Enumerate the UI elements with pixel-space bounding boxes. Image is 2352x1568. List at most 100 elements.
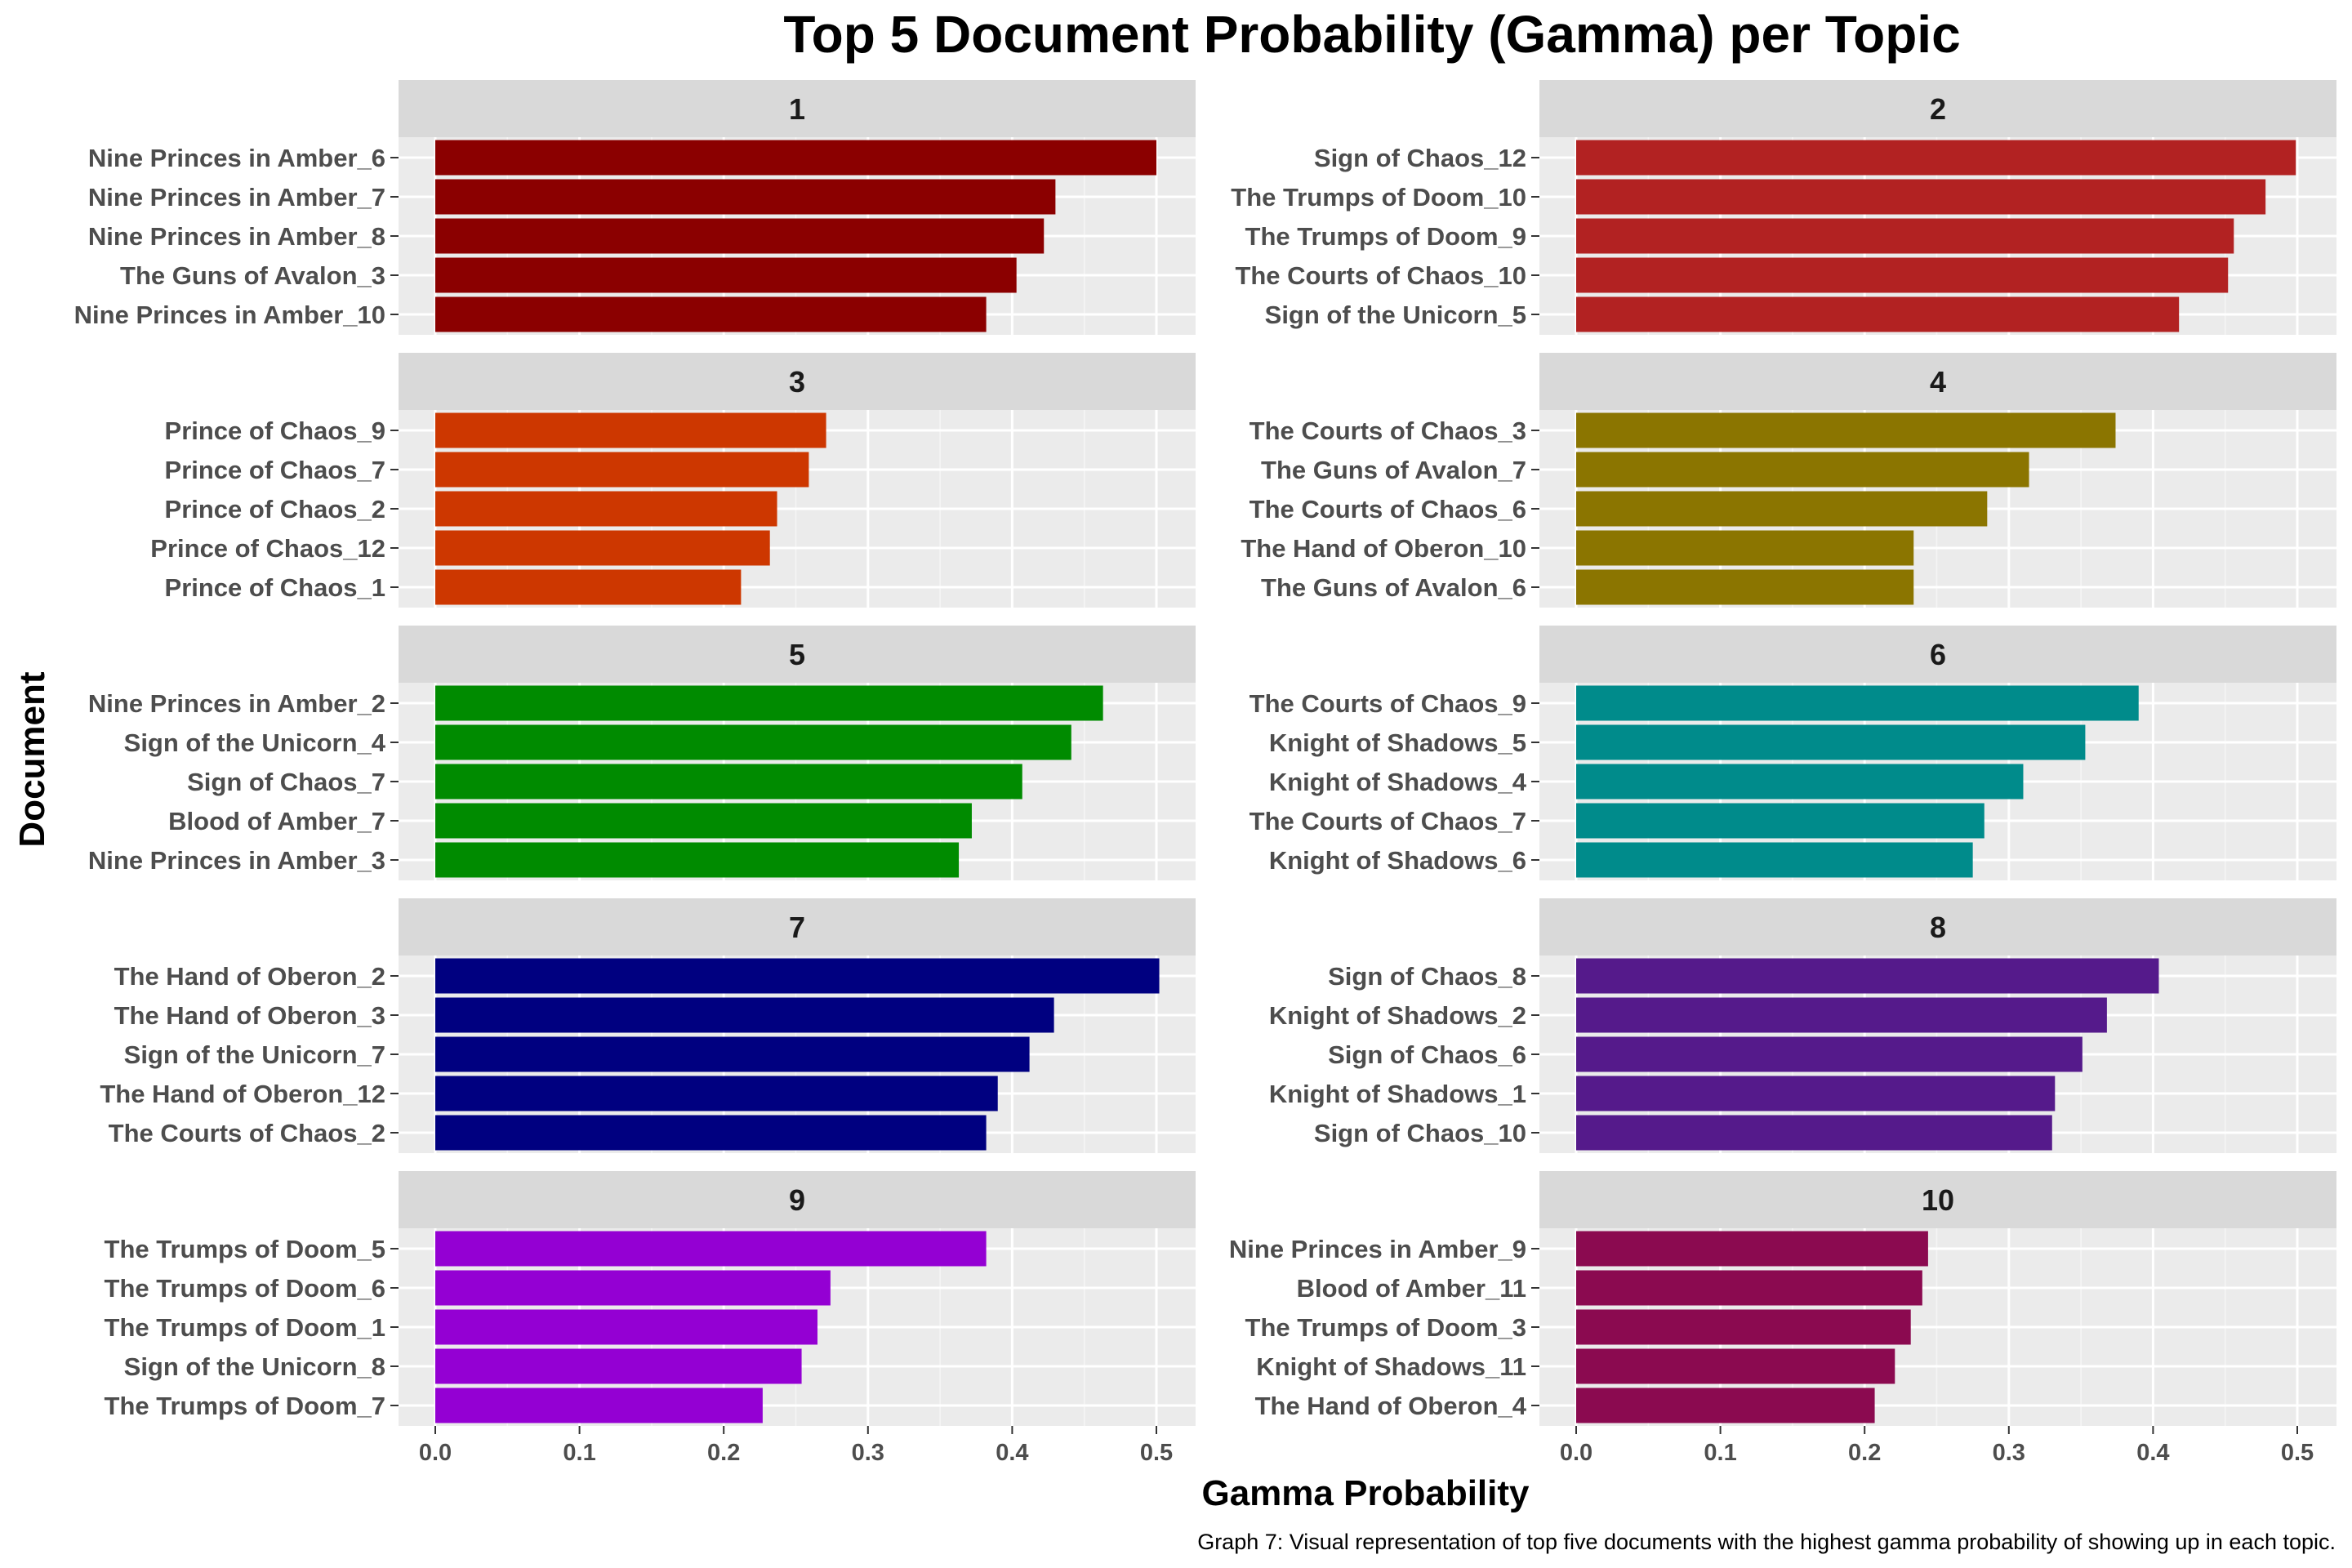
category-label: Prince of Chaos_9 [165, 416, 385, 445]
category-label: Sign of the Unicorn_7 [124, 1040, 385, 1069]
category-label: The Trumps of Doom_9 [1245, 222, 1526, 251]
facet-strip-label: 9 [789, 1183, 805, 1217]
category-label: Prince of Chaos_12 [150, 534, 385, 563]
x-tick-label: 0.2 [707, 1440, 740, 1466]
bar [435, 842, 960, 878]
category-label: The Guns of Avalon_7 [1261, 456, 1526, 484]
bar [1576, 1309, 1911, 1345]
category-label: Sign of Chaos_12 [1314, 144, 1526, 172]
bar [435, 140, 1156, 176]
bar [1576, 842, 1973, 878]
bar [1576, 491, 1988, 527]
category-label: The Hand of Oberon_2 [114, 962, 385, 991]
category-label: Knight of Shadows_5 [1269, 728, 1526, 757]
x-tick-label: 0.5 [1140, 1440, 1173, 1466]
facet-panel-10: 10 Nine Princes in Amber_9 Blood of Amber_… [1229, 1171, 2336, 1466]
bar [1576, 764, 2024, 800]
facet-strip-label: 2 [1930, 92, 1946, 126]
category-label: Knight of Shadows_1 [1269, 1080, 1526, 1108]
bar [435, 569, 742, 605]
bar [1576, 1388, 1875, 1423]
facet-panel-1: 1 Nine Princes in Amber_6 Nine Princes in … [74, 80, 1196, 335]
bar [1576, 1231, 1928, 1267]
bar [435, 1309, 817, 1345]
category-label: Sign of the Unicorn_5 [1265, 301, 1526, 329]
bar [435, 491, 777, 527]
category-label: Nine Princes in Amber_8 [88, 222, 385, 251]
facet-strip-label: 4 [1930, 365, 1946, 399]
bar [435, 1115, 987, 1151]
facet-strip-label: 3 [789, 365, 805, 399]
category-label: Knight of Shadows_2 [1269, 1001, 1526, 1030]
bar [435, 179, 1056, 215]
facet-strip [1539, 626, 2336, 683]
chart-title: Top 5 Document Probability (Gamma) per T… [783, 5, 1960, 64]
category-label: The Courts of Chaos_9 [1250, 689, 1526, 718]
category-label: Knight of Shadows_4 [1269, 768, 1527, 796]
category-label: The Trumps of Doom_6 [105, 1274, 385, 1303]
category-label: The Courts of Chaos_10 [1235, 261, 1526, 290]
bar [1576, 685, 2139, 721]
x-tick-label: 0.2 [1848, 1440, 1881, 1466]
x-tick-label: 0.3 [852, 1440, 884, 1466]
bar [1576, 452, 2029, 488]
bar [1576, 218, 2234, 254]
bar [435, 1348, 802, 1384]
x-tick-label: 0.4 [996, 1440, 1028, 1466]
facet-strip-label: 5 [789, 638, 805, 671]
category-label: The Trumps of Doom_7 [105, 1392, 385, 1420]
category-label: Nine Princes in Amber_2 [88, 689, 385, 718]
y-axis-title: Document [12, 671, 52, 847]
facet-panel-8: 8 Sign of Chaos_8 Knight of Shadows_2 Sign … [1269, 898, 2336, 1153]
category-label: Prince of Chaos_7 [165, 456, 385, 484]
bar [435, 685, 1103, 721]
facet-strip [399, 80, 1196, 137]
bar [1576, 724, 2086, 760]
facet-strip [1539, 1171, 2336, 1228]
bar [435, 803, 972, 839]
category-label: The Courts of Chaos_3 [1250, 416, 1526, 445]
category-label: Nine Princes in Amber_9 [1229, 1235, 1526, 1263]
facet-strip [399, 626, 1196, 683]
category-label: The Trumps of Doom_10 [1231, 183, 1526, 212]
bar [1576, 412, 2116, 448]
x-tick-label: 0.0 [419, 1440, 452, 1466]
category-label: The Guns of Avalon_6 [1261, 573, 1526, 602]
bar [435, 452, 809, 488]
category-label: Nine Princes in Amber_3 [88, 846, 385, 875]
category-label: The Guns of Avalon_3 [120, 261, 385, 290]
bar [1576, 1270, 1922, 1306]
facet-strip-label: 8 [1930, 911, 1946, 944]
category-label: The Courts of Chaos_2 [109, 1119, 385, 1147]
category-label: Knight of Shadows_11 [1256, 1352, 1526, 1381]
bar [435, 412, 826, 448]
facet-strip [1539, 353, 2336, 410]
category-label: The Courts of Chaos_7 [1250, 807, 1526, 835]
bar [435, 1231, 987, 1267]
bar [1576, 997, 2107, 1033]
bar [1576, 140, 2296, 176]
x-tick-label: 0.1 [1704, 1440, 1736, 1466]
category-label: Prince of Chaos_2 [165, 495, 385, 523]
x-tick-label: 0.1 [563, 1440, 595, 1466]
category-label: Nine Princes in Amber_6 [88, 144, 385, 172]
category-label: Sign of Chaos_6 [1328, 1040, 1526, 1069]
category-label: Nine Princes in Amber_7 [88, 183, 385, 212]
category-label: Sign of Chaos_10 [1314, 1119, 1526, 1147]
facet-strip-label: 10 [1922, 1183, 1954, 1217]
facet-panel-9: 9 The Trumps of Doom_5 The Trumps of Doom_… [105, 1171, 1196, 1466]
category-label: The Hand of Oberon_4 [1255, 1392, 1527, 1420]
x-tick-label: 0.3 [1993, 1440, 2025, 1466]
bar [1576, 1036, 2082, 1072]
bar [435, 724, 1071, 760]
chart-caption: Graph 7: Visual representation of top fi… [1197, 1530, 2336, 1554]
category-label: Blood of Amber_11 [1297, 1274, 1526, 1303]
bar [435, 1270, 831, 1306]
bar [435, 958, 1160, 994]
facet-panel-4: 4 The Courts of Chaos_3 The Guns of Avalon… [1241, 353, 2336, 608]
bar [435, 296, 987, 332]
category-label: Sign of the Unicorn_4 [124, 728, 386, 757]
facets-layer: 1 Nine Princes in Amber_6 Nine Princes in … [74, 80, 2336, 1466]
bar [1576, 958, 2159, 994]
category-label: The Trumps of Doom_5 [105, 1235, 385, 1263]
